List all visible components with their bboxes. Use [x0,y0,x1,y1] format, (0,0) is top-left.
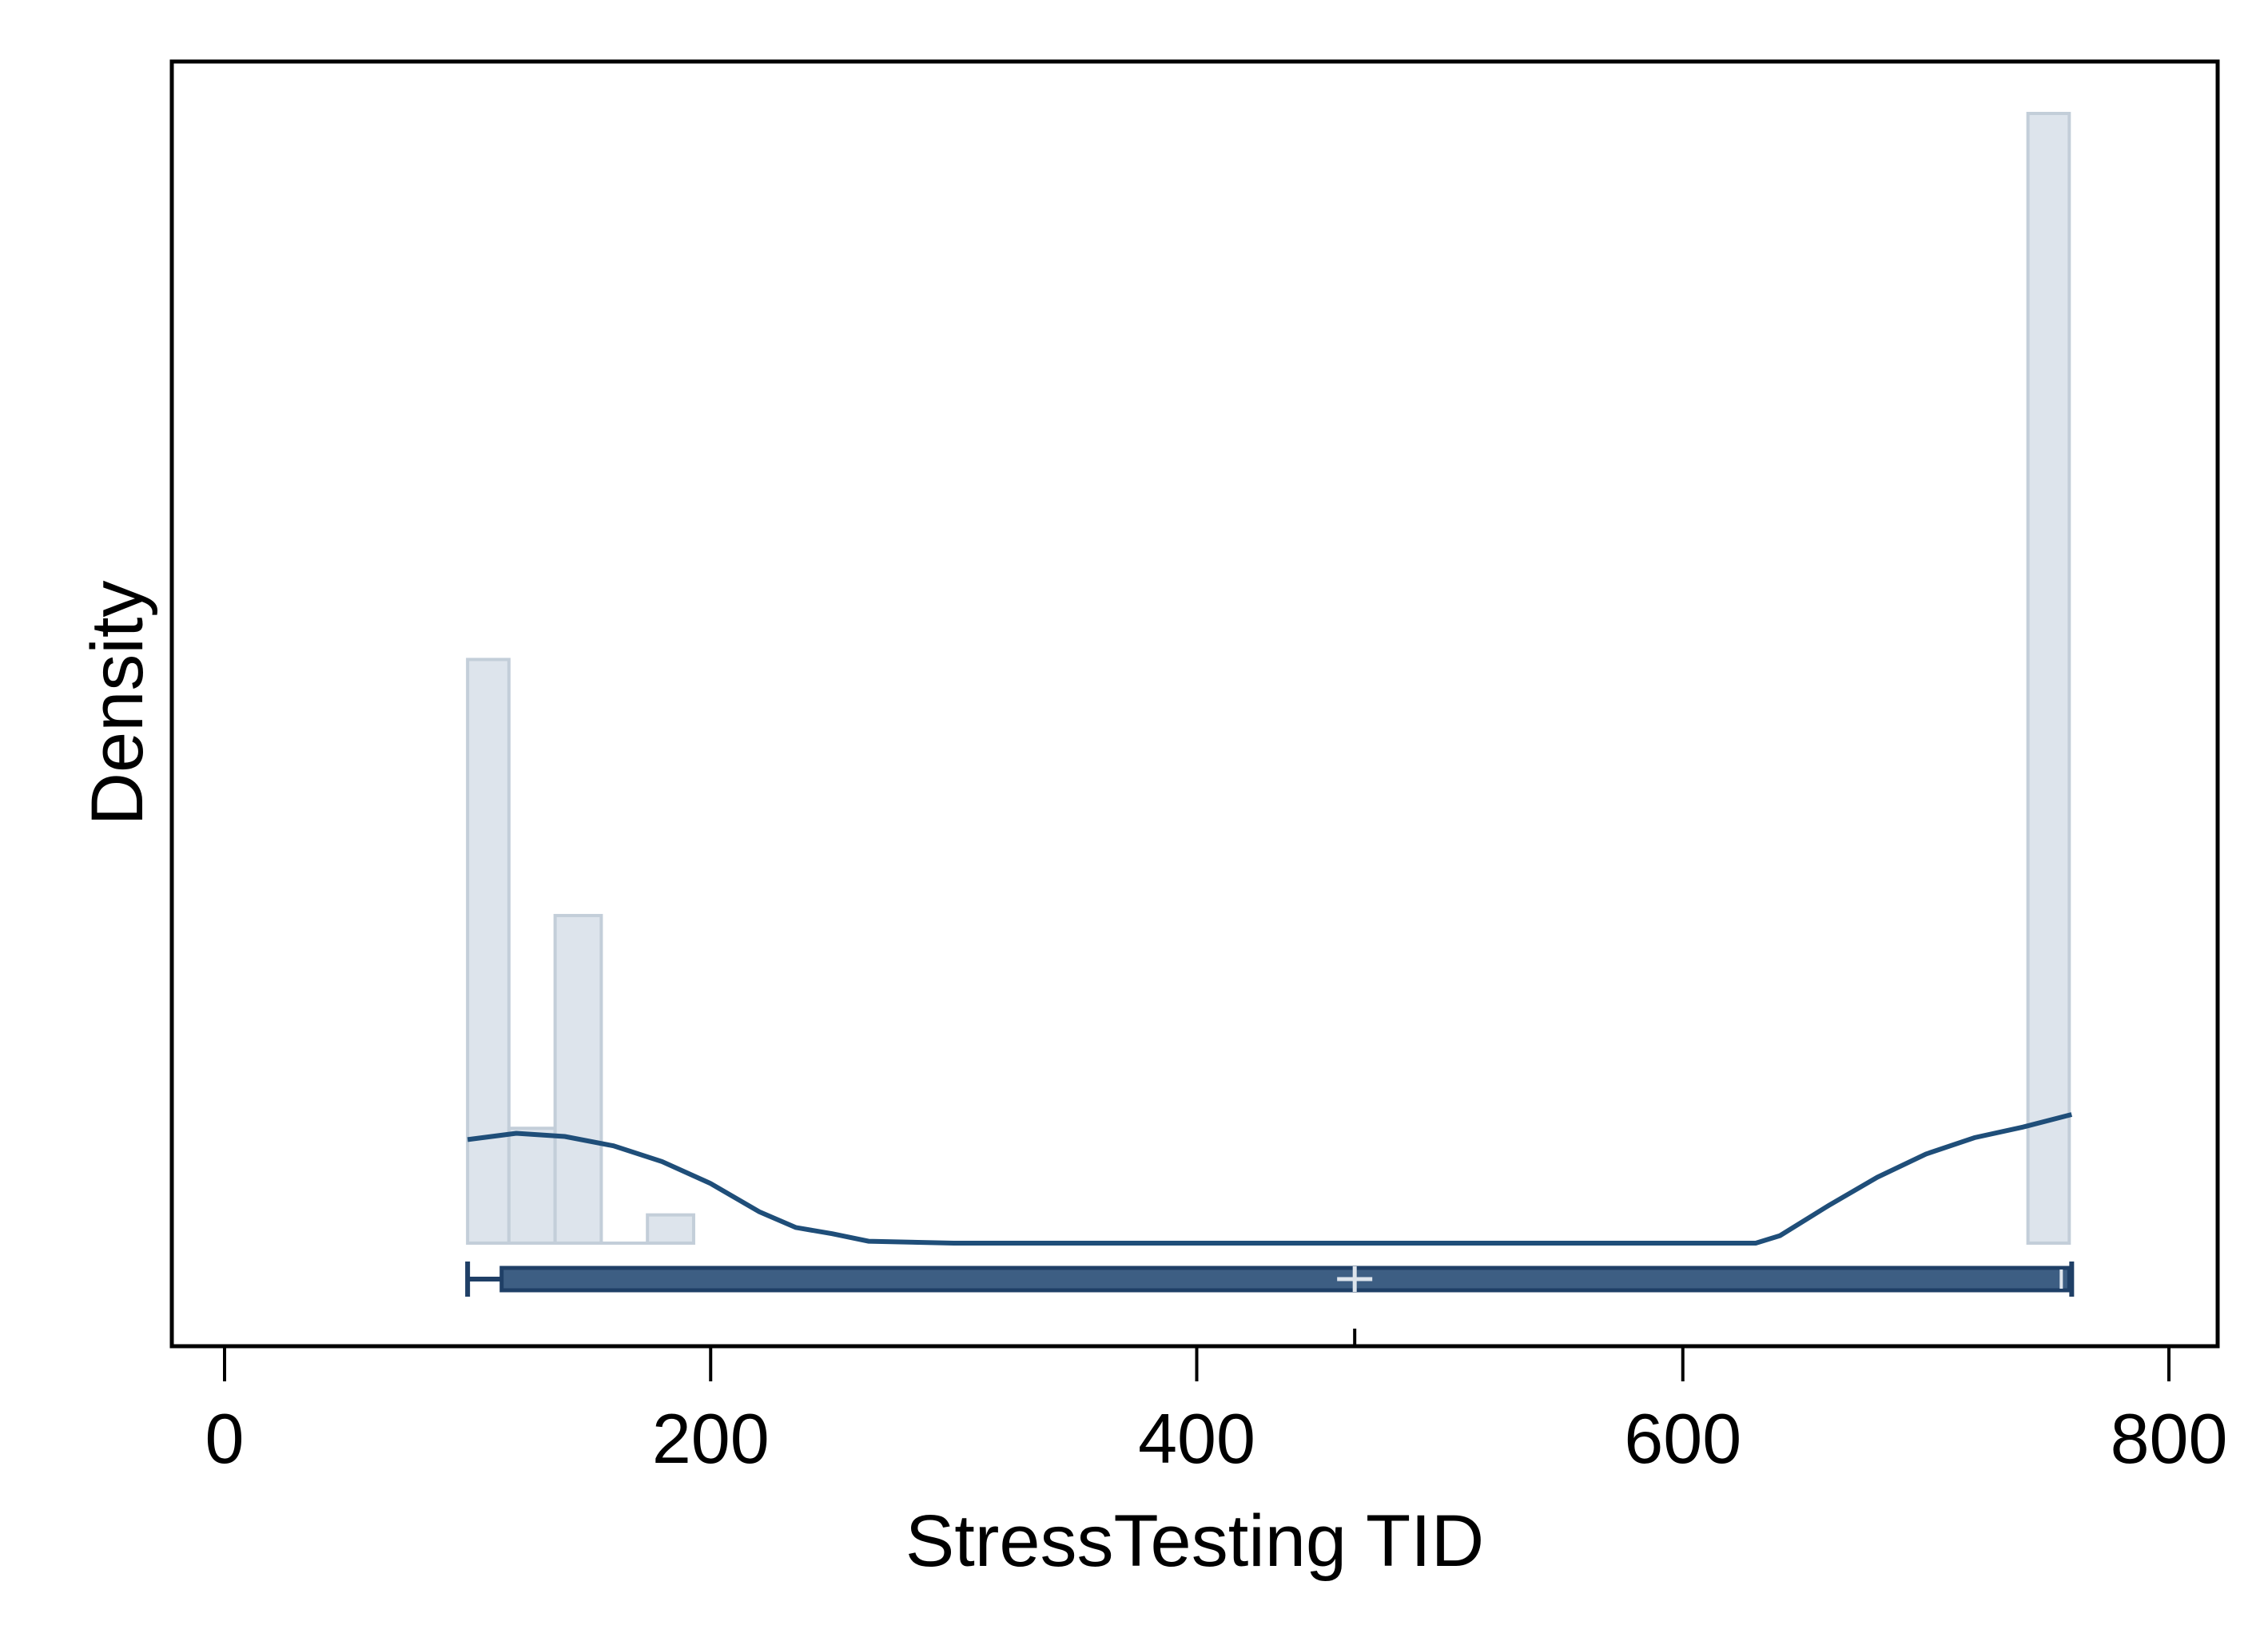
x-axis: 0 200 400 600 800 [205,1346,2228,1478]
boxplot-box [499,1266,2071,1293]
histogram-bar [2026,112,2071,1245]
histogram-bar [507,1126,557,1245]
histogram-bar [646,1213,695,1246]
x-tick-label: 0 [205,1399,245,1478]
histogram-bar [553,913,603,1245]
x-axis-title: StressTesting TID [905,1500,1484,1582]
x-tick-label: 200 [652,1399,770,1478]
x-tick-label: 600 [1624,1399,1741,1478]
histogram-bars [466,112,2071,1246]
density-curve [467,1112,2073,1246]
boxplot [465,1262,2075,1346]
x-tick-label: 800 [2111,1399,2228,1478]
x-tick-label: 400 [1138,1399,1255,1478]
y-axis-title: Density [77,581,158,826]
histogram-bar [466,658,511,1245]
